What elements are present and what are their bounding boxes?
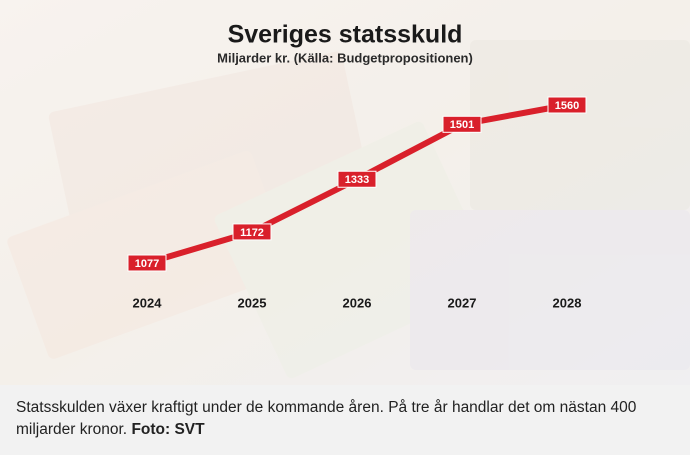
value-box: [547, 96, 587, 114]
background: [0, 0, 690, 385]
caption-text: Statsskulden växer kraftigt under de kom…: [16, 399, 637, 438]
value-box: [442, 115, 482, 133]
chart: Sveriges statsskuld Miljarder kr. (Källa…: [0, 0, 690, 385]
value-box: [232, 223, 272, 241]
x-tick-label: 2028: [553, 295, 582, 310]
value-box: [127, 254, 167, 272]
value-label: 1172: [240, 227, 264, 239]
caption-credit: Foto: SVT: [131, 421, 205, 438]
x-tick-label: 2024: [133, 295, 163, 310]
caption: Statsskulden växer kraftigt under de kom…: [0, 385, 690, 455]
x-tick-label: 2026: [343, 295, 372, 310]
x-tick-label: 2025: [238, 295, 267, 310]
value-box: [337, 170, 377, 188]
x-tick-label: 2027: [448, 295, 477, 310]
chart-subtitle: Miljarder kr. (Källa: Budgetpropositione…: [217, 50, 473, 65]
overlay: [0, 0, 690, 385]
value-label: 1560: [555, 100, 579, 112]
banknote-decor: [7, 40, 690, 379]
value-label: 1501: [450, 119, 474, 131]
chart-title: Sveriges statsskuld: [228, 21, 463, 49]
value-label: 1077: [135, 258, 159, 270]
value-label: 1333: [345, 174, 369, 186]
